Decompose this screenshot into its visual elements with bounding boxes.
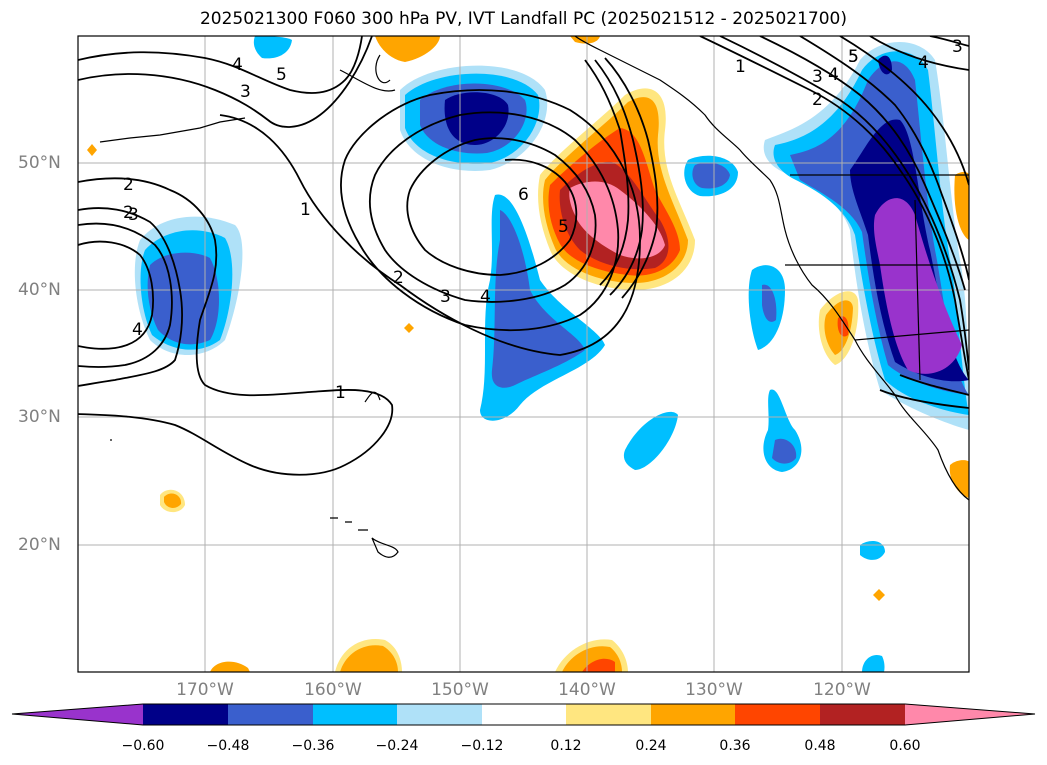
contour-label: 5 [558, 217, 569, 237]
lat-label-20n: 20°N [18, 535, 61, 555]
colorbar-segment [651, 704, 735, 725]
contour-label: 3 [812, 67, 823, 87]
contour-label: 5 [848, 47, 859, 67]
gridlines [78, 36, 969, 672]
lon-label-150w: 150°W [431, 680, 489, 700]
colorbar-tick-label: −0.60 [121, 738, 165, 754]
colorbar-tick-label: 0.60 [889, 738, 921, 754]
map-frame [77, 35, 970, 673]
colorbar-segment [820, 704, 905, 725]
colorbar-segment [143, 704, 228, 725]
colorbar-segment [313, 704, 397, 725]
contour-label: 2 [812, 90, 823, 110]
colorbar-segment [397, 704, 482, 725]
colorbar-tick-label: 0.12 [550, 738, 582, 754]
colorbar-min-extension [12, 704, 143, 725]
coastlines [99, 36, 969, 558]
contour-label: 1 [335, 383, 346, 403]
contour-label: 4 [232, 55, 243, 75]
colorbar-tick-label: −0.12 [460, 738, 504, 754]
colorbar-max-extension [905, 704, 1035, 725]
contour-label: 4 [480, 287, 491, 307]
contour-label: 3 [240, 82, 251, 102]
lat-label-40n: 40°N [18, 280, 61, 300]
contour-label: 6 [518, 185, 529, 205]
lat-label-30n: 30°N [18, 407, 61, 427]
colorbar-tick-label: −0.36 [291, 738, 335, 754]
colorbar-segment [566, 704, 651, 725]
colorbar-tick-label: 0.24 [635, 738, 667, 754]
colorbar-tick-label: −0.48 [206, 738, 250, 754]
lon-label-130w: 130°W [685, 680, 743, 700]
contour-label: 3 [952, 37, 963, 57]
lat-label-50n: 50°N [18, 153, 61, 173]
colorbar-segment [228, 704, 313, 725]
map-title: 2025021300 F060 300 hPa PV, IVT Landfall… [199, 9, 847, 29]
contour-label: 1 [735, 57, 746, 77]
contour-label: 4 [828, 65, 839, 85]
lon-label-120w: 120°W [813, 680, 871, 700]
lon-label-140w: 140°W [558, 680, 616, 700]
colorbar-tick-label: 0.36 [719, 738, 751, 754]
contour-label: 2 [123, 175, 134, 195]
contour-labels: 5 4 3 2 1 2 3 4 5 6 5 1 2 3 4 1 2 3 4 5 … [123, 37, 963, 403]
contour-label: 1 [300, 200, 311, 220]
contour-label: 2 [393, 268, 404, 288]
colorbar [11, 703, 1036, 726]
colorbar-segment [482, 704, 566, 725]
contour-label: 4 [132, 320, 143, 340]
lon-label-170w: 170°W [176, 680, 234, 700]
contour-label: 4 [918, 53, 929, 73]
pv-contours [78, 36, 969, 476]
contour-label: 5 [848, 47, 859, 67]
colorbar-tick-label: −0.24 [375, 738, 419, 754]
contour-label: 3 [440, 287, 451, 307]
contour-label: 5 [276, 65, 287, 85]
lon-label-160w: 160°W [304, 680, 362, 700]
contour-label: 2 [123, 203, 134, 223]
colorbar-segment [735, 704, 820, 725]
colorbar-tick-label: 0.48 [804, 738, 836, 754]
contour-label: 3 [128, 205, 139, 225]
